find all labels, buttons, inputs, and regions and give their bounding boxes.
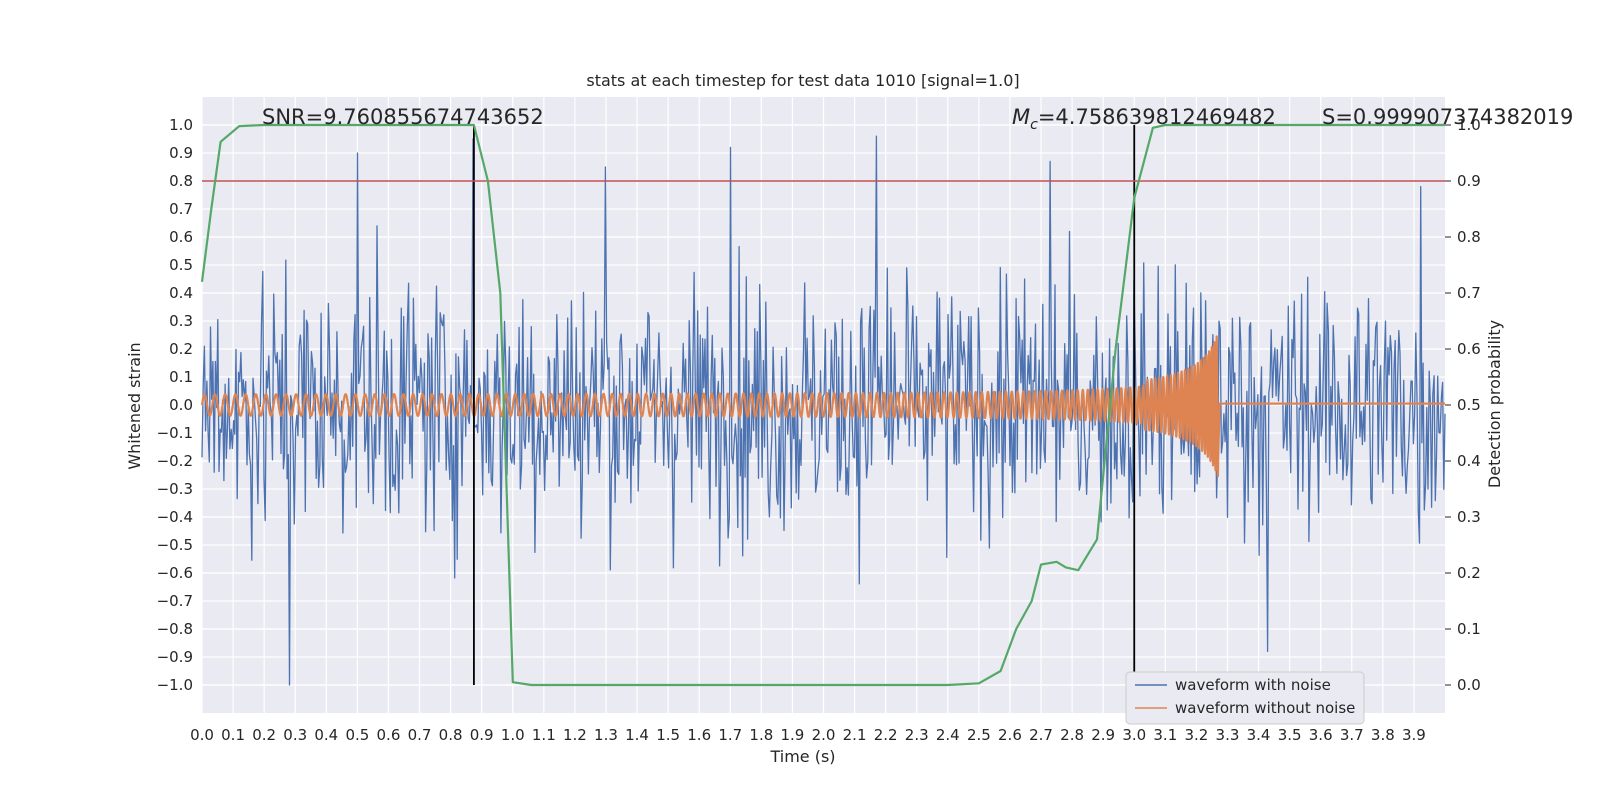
x-tick-label: 2.6: [998, 726, 1022, 744]
y2-tick-label: 0.4: [1457, 452, 1481, 470]
x-tick-label: 3.6: [1309, 726, 1333, 744]
chirp-mass-annotation: Mc=4.758639812469482: [1012, 105, 1276, 133]
probability-line: [200, 123, 1445, 687]
score-annotation: S=0.999907374382019: [1322, 105, 1573, 129]
y2-tick-label: 0.6: [1457, 340, 1481, 358]
vertical-markers: [473, 125, 1136, 685]
chirp-waveform-line: [200, 335, 1445, 478]
y-tick-label: −0.8: [157, 620, 193, 638]
y-tick-label: −0.7: [157, 592, 193, 610]
y-tick-label: 0.6: [169, 228, 193, 246]
y2-tick-label: 1.0: [1457, 116, 1481, 134]
y-tick-label: 0.8: [169, 172, 193, 190]
y-tick-label: −1.0: [157, 676, 193, 694]
x-tick-label: 3.4: [1247, 726, 1271, 744]
x-tick-label: 3.2: [1184, 726, 1208, 744]
x-tick-label: 3.5: [1278, 726, 1302, 744]
chirp-mass-subscript: c: [1030, 117, 1038, 133]
y2-tick-label: 0.5: [1457, 396, 1481, 414]
y2-tick-label: 0.2: [1457, 564, 1481, 582]
y-tick-label: −0.9: [157, 648, 193, 666]
y-axis-label: Whitened strain: [125, 342, 144, 469]
y2-tick-labels: 1.0 0.9 0.8 0.7 0.6 0.5 0.4 0.3 0.2 0.1 0.0: [1445, 116, 1481, 694]
x-tick-label: 2.2: [874, 726, 898, 744]
y2-tick-label: 0.0: [1457, 676, 1481, 694]
x-tick-label: 1.8: [749, 726, 773, 744]
snr-annotation: SNR=9.760855674743652: [262, 105, 544, 129]
y-tick-label: −0.4: [157, 508, 193, 526]
x-tick-label: 0.8: [439, 726, 463, 744]
y-tick-label: 0.4: [169, 284, 193, 302]
x-tick-label: 0.7: [408, 726, 432, 744]
y-tick-labels: 1.0 0.9 0.8 0.7 0.6 0.5 0.4 0.3 0.2 0.1 0.0 −0.1 −0.…: [157, 116, 193, 694]
series-waveform-without-noise: [200, 335, 1445, 478]
y-tick-label: 0.0: [169, 396, 193, 414]
y-tick-label: −0.5: [157, 536, 193, 554]
chirp-mass-symbol: M: [1012, 105, 1030, 129]
x-tick-label: 1.0: [501, 726, 525, 744]
y-tick-label: −0.6: [157, 564, 193, 582]
y-tick-label: 0.9: [169, 144, 193, 162]
x-tick-label: 2.4: [936, 726, 960, 744]
chirp-mass-value: =4.758639812469482: [1038, 105, 1276, 129]
y-tick-label: 0.5: [169, 256, 193, 274]
y-tick-label: −0.3: [157, 480, 193, 498]
x-tick-label: 3.0: [1122, 726, 1146, 744]
legend: waveform with noise waveform without noi…: [1125, 671, 1365, 725]
x-tick-label: 1.2: [563, 726, 587, 744]
x-tick-label: 3.7: [1340, 726, 1364, 744]
x-tick-label: 0.2: [252, 726, 276, 744]
x-tick-label: 2.8: [1060, 726, 1084, 744]
y2-tick-label: 0.1: [1457, 620, 1481, 638]
x-tick-label: 3.3: [1216, 726, 1240, 744]
x-tick-label: 2.7: [1029, 726, 1053, 744]
y2-tick-label: 0.8: [1457, 228, 1481, 246]
legend-label-chirp: waveform without noise: [1175, 699, 1355, 717]
x-tick-label: 3.8: [1371, 726, 1395, 744]
x-tick-label: 1.1: [532, 726, 556, 744]
chart-title: stats at each timestep for test data 101…: [586, 71, 1019, 90]
x-tick-label: 0.4: [314, 726, 338, 744]
y-tick-label: −0.1: [157, 424, 193, 442]
x-tick-labels: 0.0 0.1 0.2 0.3 0.4 0.5 0.6 0.7 0.8 0.9 1.0 1.1 1.2 1…: [190, 726, 1426, 744]
noise-waveform-line: [201, 135, 1446, 686]
x-axis-label: Time (s): [769, 747, 835, 766]
x-tick-label: 1.7: [718, 726, 742, 744]
series-detection-probability: [200, 123, 1445, 687]
x-tick-label: 1.9: [780, 726, 804, 744]
y-tick-label: 0.7: [169, 200, 193, 218]
x-tick-label: 2.9: [1091, 726, 1115, 744]
x-tick-label: 0.5: [345, 726, 369, 744]
x-tick-label: 3.9: [1402, 726, 1426, 744]
y-tick-label: 1.0: [169, 116, 193, 134]
x-tick-label: 2.5: [967, 726, 991, 744]
x-tick-label: 3.1: [1153, 726, 1177, 744]
y2-axis-label: Detection probability: [1485, 320, 1504, 488]
y-tick-label: −0.2: [157, 452, 193, 470]
x-tick-label: 0.1: [221, 726, 245, 744]
x-tick-label: 2.3: [905, 726, 929, 744]
legend-box: [1125, 671, 1365, 725]
y2-tick-label: 0.9: [1457, 172, 1481, 190]
y-tick-label: 0.2: [169, 340, 193, 358]
y2-tick-label: 0.3: [1457, 508, 1481, 526]
y-tick-label: 0.3: [169, 312, 193, 330]
x-tick-label: 0.0: [190, 726, 214, 744]
x-tick-label: 0.3: [283, 726, 307, 744]
x-tick-label: 1.4: [625, 726, 649, 744]
x-tick-label: 0.9: [470, 726, 494, 744]
x-tick-label: 1.3: [594, 726, 618, 744]
series-waveform-with-noise: [201, 135, 1446, 686]
x-tick-label: 1.6: [687, 726, 711, 744]
legend-label-noise: waveform with noise: [1175, 676, 1331, 694]
y-tick-label: 0.1: [169, 368, 193, 386]
x-tick-label: 1.5: [656, 726, 680, 744]
x-tick-label: 2.1: [843, 726, 867, 744]
y2-tick-label: 0.7: [1457, 284, 1481, 302]
x-tick-label: 2.0: [812, 726, 836, 744]
x-tick-label: 0.6: [377, 726, 401, 744]
